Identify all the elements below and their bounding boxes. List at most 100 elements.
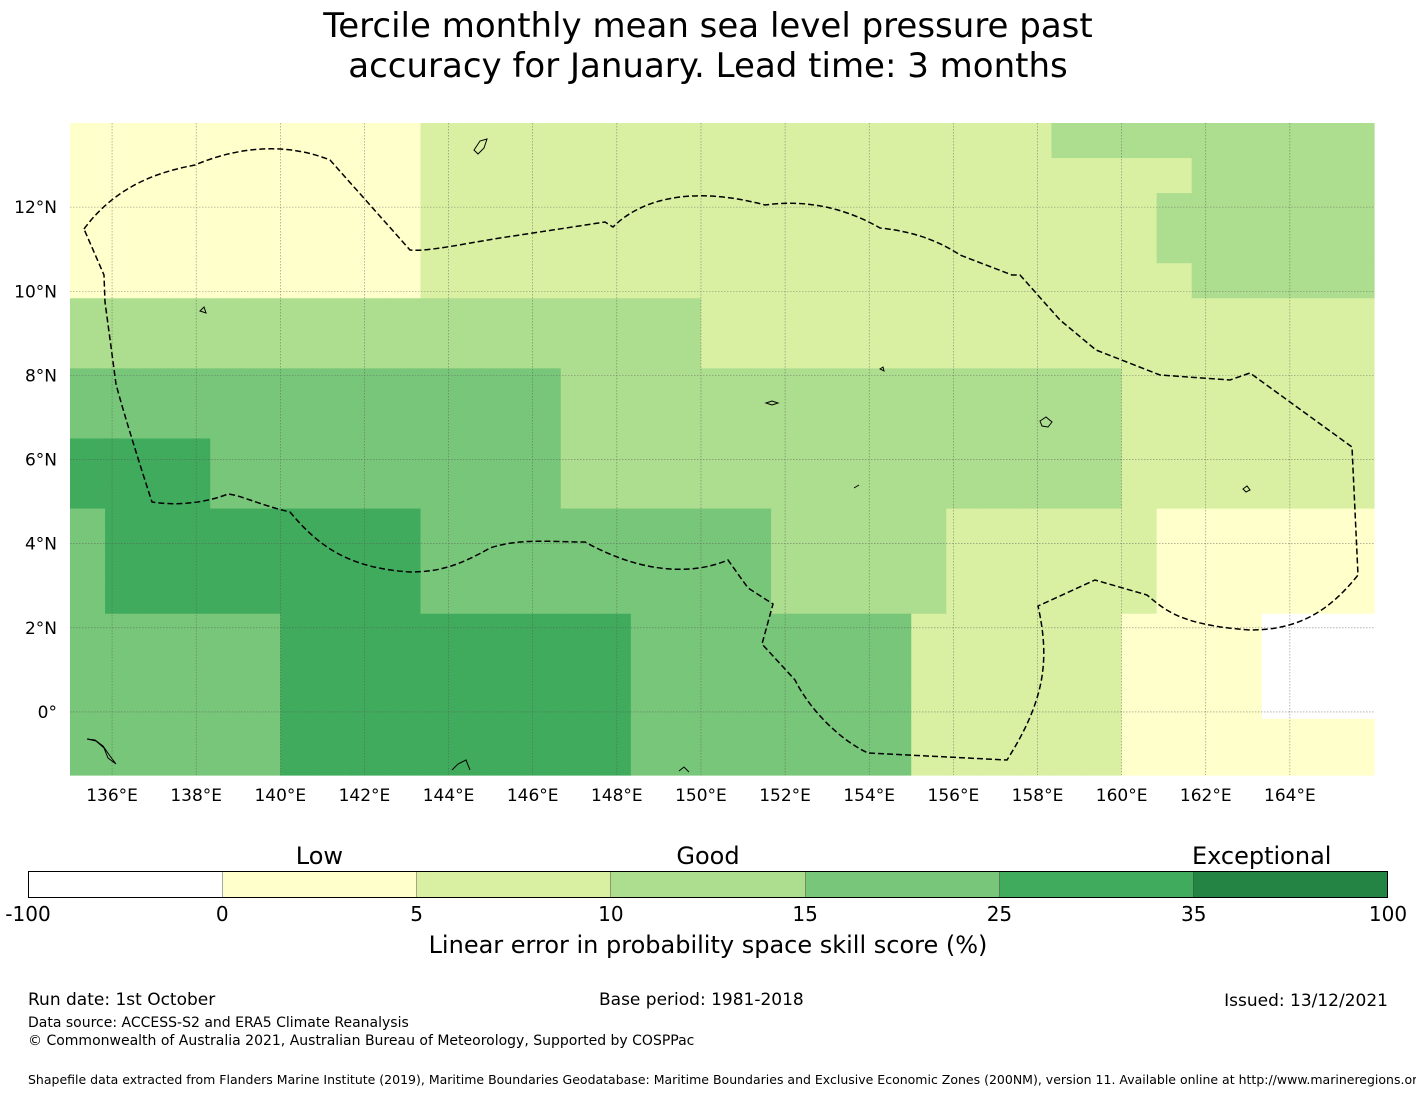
heatmap-cell [1121,543,1158,580]
heatmap-cell [841,613,877,650]
heatmap-cell [911,368,947,405]
heatmap-cell [245,123,281,159]
heatmap-cell [946,648,982,685]
heatmap-cell [1331,753,1368,776]
heatmap-cell [700,298,737,334]
heatmap-cell [455,333,492,369]
heatmap-cell [350,333,387,369]
heatmap-cell [490,193,527,229]
heatmap-cell [630,543,667,580]
heatmap-cell [1191,158,1228,194]
heatmap-cell [1191,228,1228,264]
heatmap-cell [420,648,457,685]
heatmap-cell [806,333,842,369]
heatmap-cell [105,228,141,264]
heatmap-cell [841,508,877,545]
heatmap-cell [350,123,387,159]
heatmap-cell [1156,753,1193,776]
heatmap-cell [420,263,457,299]
heatmap-cell [1086,683,1123,720]
heatmap-cell [490,403,527,440]
longitude-tick-label: 146°E [507,786,559,806]
heatmap-cell [280,193,316,229]
heatmap-cell [1051,123,1088,159]
colorbar-segment [223,872,418,897]
heatmap-cell [1121,578,1158,615]
heatmap-cell [981,753,1018,776]
heatmap-cell [385,333,422,369]
heatmap-cell [981,403,1018,440]
heatmap-cell [420,228,457,264]
heatmap-cell [105,333,141,369]
heatmap-cell [981,718,1018,755]
heatmap-cell [1331,123,1368,159]
heatmap-cell [1121,263,1158,299]
heatmap-cell [490,578,527,615]
heatmap-cell [595,683,632,720]
heatmap-cell [630,228,667,264]
heatmap-cell [175,543,211,580]
heatmap-cell [735,543,772,580]
heatmap-cell [175,438,211,475]
longitude-tick-label: 150°E [675,786,727,806]
heatmap-cell [595,438,632,475]
heatmap-cell [245,263,281,299]
heatmap-cell [350,368,387,405]
heatmap-cell [280,403,316,440]
longitude-tick-label: 142°E [339,786,391,806]
heatmap-cell [981,263,1018,299]
heatmap-cell [1366,263,1375,299]
heatmap-cell [595,473,632,510]
heatmap-cell [911,543,947,580]
heatmap-cell [385,473,422,510]
chart-title-line-2: accuracy for January. Lead time: 3 month… [348,46,1068,86]
land-islands [86,138,1251,773]
eez-boundary [83,148,1359,761]
heatmap-cell [560,193,597,229]
heatmap-cell [245,368,281,405]
heatmap-cell [665,543,702,580]
heatmap-cell [665,438,702,475]
heatmap-cell [1156,298,1193,334]
heatmap-cell [280,648,316,685]
heatmap-cell [455,298,492,334]
heatmap-cell [140,158,176,194]
colorbar-segment [611,872,806,897]
heatmap-cell [1191,543,1228,580]
heatmap-cell [1261,473,1298,510]
heatmap-cell [1191,403,1228,440]
latitude-labels: 12°N 10°N 8°N 6°N 4°N 2°N 0° [14,198,57,723]
heatmap-cell [315,123,352,159]
heatmap-cell [1086,613,1123,650]
heatmap-cell [1331,718,1368,755]
heatmap-cell [140,123,176,159]
heatmap-cell [315,438,352,475]
heatmap-cell [455,158,492,194]
heatmap-cell [70,298,106,334]
heatmap-cell [1156,228,1193,264]
heatmap-cell [946,298,982,334]
heatmap-cell [490,123,527,159]
heatmap-cell [1296,473,1333,510]
heatmap-cell [1226,543,1263,580]
heatmap-cell [981,333,1018,369]
heatmap-cell [175,368,211,405]
heatmap-cell [1051,473,1088,510]
heatmap-cell [1156,473,1193,510]
heatmap-cell [946,613,982,650]
heatmap-cell [70,333,106,369]
heatmap-cell [1296,753,1333,776]
shapefile-credit: Shapefile data extracted from Flanders M… [28,1072,1416,1087]
heatmap-cell [771,753,807,776]
heatmap-cell [350,613,387,650]
heatmap-cell [771,718,807,755]
heatmap-cell [385,123,422,159]
heatmap-cell [1121,438,1158,475]
heatmap-cell [1296,158,1333,194]
heatmap-cell [245,228,281,264]
heatmap-cell [876,263,912,299]
heatmap-cell [876,648,912,685]
heatmap-cell [210,263,246,299]
heatmap-cell [735,193,772,229]
heatmap-cell [911,648,947,685]
